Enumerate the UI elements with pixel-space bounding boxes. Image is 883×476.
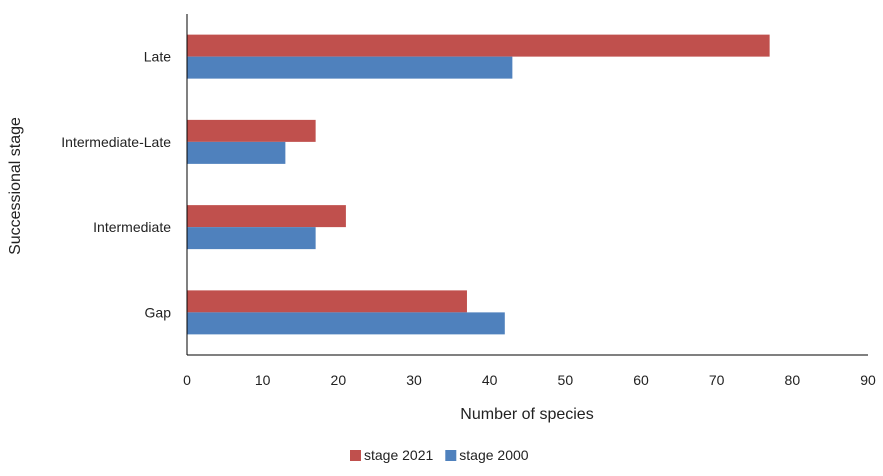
x-tick-label: 70 (709, 372, 725, 388)
bar-gap-stage-2021 (187, 290, 467, 313)
legend: stage 2021 stage 2000 (350, 447, 529, 463)
bar-intermediate-late-stage-2000 (187, 141, 286, 164)
x-axis-title: Number of species (460, 406, 593, 423)
bar-late-stage-2021 (187, 34, 770, 57)
legend-label-stage-2000: stage 2000 (459, 447, 528, 463)
x-tick-label: 50 (558, 372, 574, 388)
x-tick-label: 20 (331, 372, 347, 388)
bar-intermediate-late-stage-2021 (187, 119, 316, 142)
bar-intermediate-stage-2000 (187, 227, 316, 250)
bar-late-stage-2000 (187, 56, 513, 79)
legend-swatch-stage-2021 (350, 450, 361, 461)
x-tick-labels: 0 10 20 30 40 50 60 70 80 90 (183, 372, 876, 388)
x-tick-label: 0 (183, 372, 191, 388)
x-tick-label: 80 (785, 372, 801, 388)
x-tick-label: 60 (633, 372, 649, 388)
legend-swatch-stage-2000 (445, 450, 457, 461)
y-axis-title: Successional stage (7, 117, 24, 255)
bar-gap-stage-2000 (187, 312, 505, 335)
category-label-intermediate: Intermediate (93, 219, 171, 235)
x-tick-label: 90 (860, 372, 876, 388)
category-label-gap: Gap (145, 304, 172, 320)
category-label-late: Late (144, 49, 171, 65)
category-labels: Late Intermediate-Late Intermediate Gap (61, 49, 171, 321)
category-label-intermediate-late: Intermediate-Late (61, 134, 171, 150)
x-tick-label: 30 (406, 372, 422, 388)
bars-group (187, 34, 770, 335)
legend-label-stage-2021: stage 2021 (364, 447, 433, 463)
x-tick-label: 40 (482, 372, 498, 388)
bar-intermediate-stage-2021 (187, 205, 346, 228)
x-tick-label: 10 (255, 372, 271, 388)
